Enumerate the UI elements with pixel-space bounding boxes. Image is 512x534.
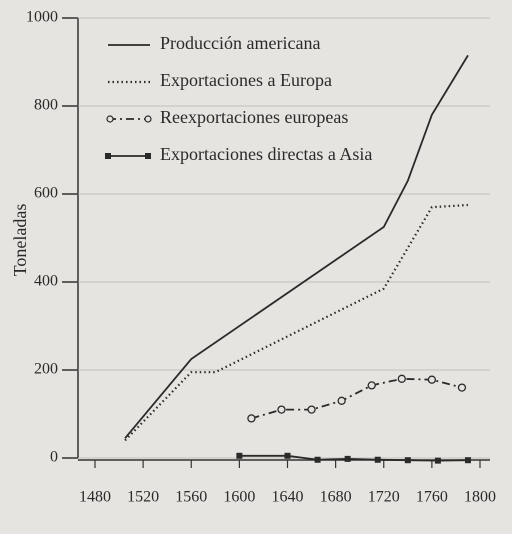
point	[404, 457, 411, 464]
legend-label: Exportaciones directas a Asia	[160, 144, 372, 164]
line	[251, 377, 463, 420]
y-tick-label: 600	[34, 185, 58, 202]
point	[374, 456, 381, 463]
point	[457, 383, 467, 392]
point	[344, 455, 351, 462]
y-tick-label: 400	[34, 273, 58, 290]
point	[277, 405, 286, 414]
point	[434, 457, 441, 464]
legend-marker	[105, 153, 111, 159]
point	[337, 396, 346, 405]
y-axis-label: Toneladas	[10, 204, 30, 277]
x-tick-label: 1760	[416, 489, 448, 506]
x-tick-label: 1600	[223, 489, 255, 506]
legend-marker	[106, 115, 114, 123]
x-tick-label: 1520	[127, 489, 159, 506]
point	[247, 414, 256, 423]
point	[307, 405, 316, 414]
point	[284, 452, 291, 459]
x-tick-label: 1640	[272, 489, 304, 506]
point	[367, 381, 376, 390]
legend-label: Reexportaciones europeas	[160, 107, 348, 127]
x-tick-label: 1560	[175, 489, 207, 506]
legend-marker	[145, 153, 151, 159]
point	[427, 375, 437, 384]
x-tick-label: 1480	[79, 489, 111, 506]
legend-label: Producción americana	[160, 33, 320, 53]
y-tick-label: 800	[34, 97, 58, 114]
point	[314, 456, 321, 463]
line	[239, 454, 468, 462]
y-tick-label: 0	[50, 449, 58, 466]
x-tick-label: 1800	[464, 489, 496, 506]
point	[397, 374, 406, 383]
legend-label: Exportaciones a Europa	[160, 70, 332, 90]
y-tick-label: 200	[34, 361, 58, 378]
y-tick-label: 1000	[26, 9, 58, 26]
point	[464, 457, 471, 464]
point	[236, 452, 243, 459]
x-tick-label: 1680	[320, 489, 352, 506]
x-tick-label: 1720	[368, 489, 400, 506]
legend-marker	[144, 115, 152, 123]
line	[124, 54, 469, 439]
